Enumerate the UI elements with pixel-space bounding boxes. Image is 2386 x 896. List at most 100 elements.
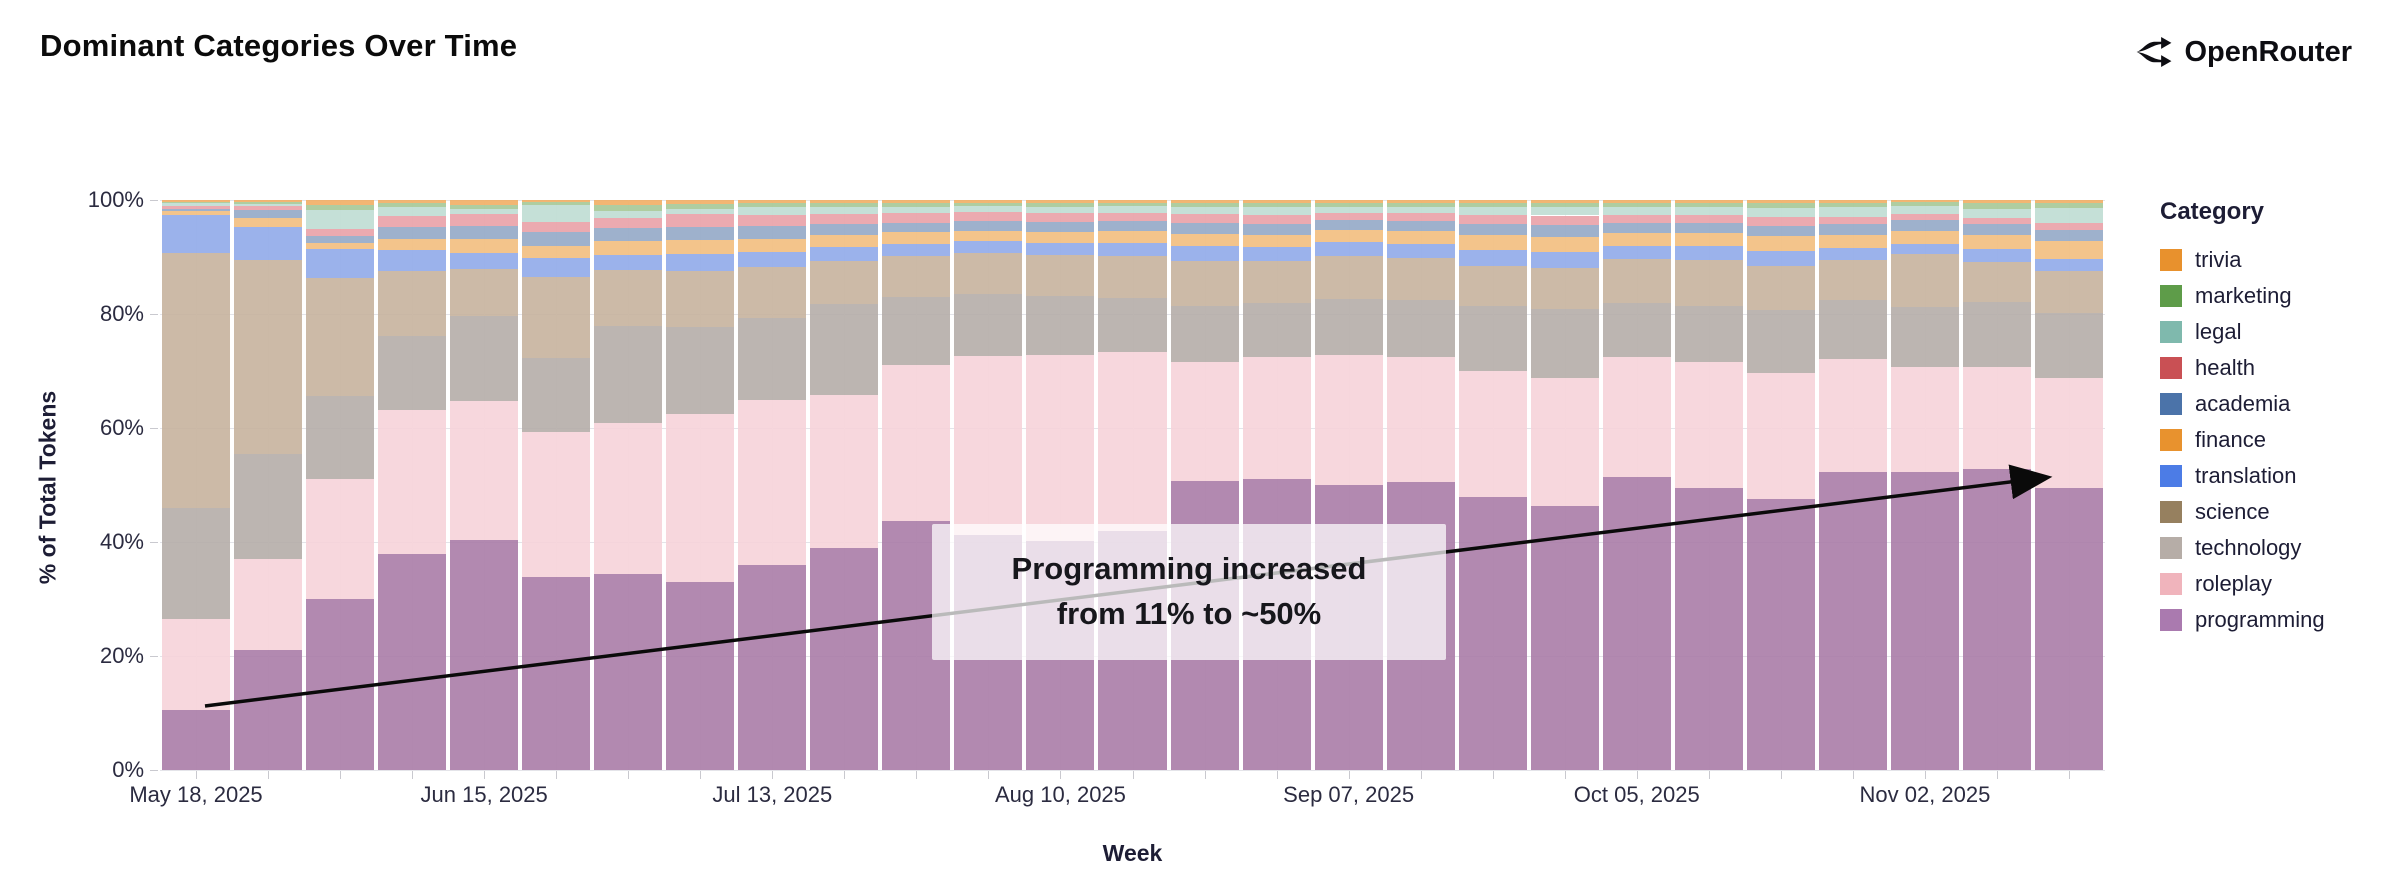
bar-segment-trivia-week-Oct-12-2025[interactable]	[1674, 200, 1743, 203]
bar-segment-translation-week-Aug-10-2025[interactable]	[1026, 242, 1095, 256]
bar-segment-academia-week-Aug-17-2025[interactable]	[1098, 221, 1167, 232]
bar-segment-legal-week-Oct-26-2025[interactable]	[1818, 206, 1887, 218]
bar-segment-marketing-week-Nov-09-2025[interactable]	[1962, 203, 2031, 209]
bar-segment-legal-week-Jul-06-2025[interactable]	[666, 208, 735, 215]
bar-segment-health-week-Jul-20-2025[interactable]	[810, 214, 879, 225]
bar-segment-technology-week-Oct-12-2025[interactable]	[1674, 306, 1743, 363]
bar-segment-technology-week-May-18-2025[interactable]	[162, 508, 231, 620]
bar-segment-marketing-week-Sep-21-2025[interactable]	[1458, 203, 1527, 208]
bar-segment-health-week-Jun-15-2025[interactable]	[450, 214, 519, 226]
bar-segment-marketing-week-Aug-03-2025[interactable]	[954, 202, 1023, 207]
bar-segment-marketing-week-Sep-07-2025[interactable]	[1314, 203, 1383, 208]
bar-segment-marketing-week-Jun-29-2025[interactable]	[594, 205, 663, 211]
bar-segment-marketing-week-May-18-2025[interactable]	[162, 201, 231, 204]
bar-segment-trivia-week-Jul-06-2025[interactable]	[666, 200, 735, 204]
bar-segment-translation-week-Sep-21-2025[interactable]	[1458, 250, 1527, 266]
bar-segment-marketing-week-Aug-31-2025[interactable]	[1242, 202, 1311, 208]
bar-segment-trivia-week-Nov-09-2025[interactable]	[1962, 200, 2031, 204]
bar-segment-health-week-Aug-10-2025[interactable]	[1026, 213, 1095, 223]
bar-segment-science-week-Nov-09-2025[interactable]	[1962, 261, 2031, 302]
bar-segment-marketing-week-Oct-19-2025[interactable]	[1746, 203, 1815, 208]
bar-segment-roleplay-week-Jul-20-2025[interactable]	[810, 394, 879, 549]
bar-segment-technology-week-Jul-20-2025[interactable]	[810, 304, 879, 395]
bar-segment-roleplay-week-Aug-03-2025[interactable]	[954, 356, 1023, 535]
bar-segment-roleplay-week-Nov-02-2025[interactable]	[1890, 366, 1959, 472]
bar-segment-finance-week-Aug-31-2025[interactable]	[1242, 234, 1311, 247]
bar-segment-marketing-week-Jun-22-2025[interactable]	[522, 202, 591, 206]
bar-segment-science-week-Jul-06-2025[interactable]	[666, 270, 735, 327]
bar-segment-programming-week-May-18-2025[interactable]	[162, 710, 231, 770]
bar-segment-technology-week-Jun-22-2025[interactable]	[522, 357, 591, 432]
bar-segment-translation-week-Jun-29-2025[interactable]	[594, 254, 663, 271]
bar-segment-science-week-Oct-12-2025[interactable]	[1674, 259, 1743, 307]
bar-segment-trivia-week-Jun-15-2025[interactable]	[450, 200, 519, 205]
bar-segment-health-week-Jun-08-2025[interactable]	[378, 215, 447, 227]
bar-segment-science-week-Aug-17-2025[interactable]	[1098, 255, 1167, 299]
bar-segment-technology-week-Jul-27-2025[interactable]	[882, 296, 951, 365]
bar-segment-roleplay-week-Aug-17-2025[interactable]	[1098, 352, 1167, 532]
bar-segment-legal-week-Jun-15-2025[interactable]	[450, 208, 519, 215]
bar-segment-finance-week-Jul-27-2025[interactable]	[882, 232, 951, 244]
bar-segment-academia-week-Sep-14-2025[interactable]	[1386, 220, 1455, 231]
bar-segment-programming-week-Jun-22-2025[interactable]	[522, 576, 591, 770]
bar-segment-roleplay-week-Jun-01-2025[interactable]	[306, 479, 375, 599]
bar-segment-translation-week-Jun-15-2025[interactable]	[450, 252, 519, 270]
legend-item-academia[interactable]: academia	[2160, 386, 2380, 422]
bar-segment-programming-week-Jun-29-2025[interactable]	[594, 573, 663, 770]
bar-segment-technology-week-Sep-07-2025[interactable]	[1314, 299, 1383, 356]
bar-segment-marketing-week-Jul-27-2025[interactable]	[882, 202, 951, 208]
bar-segment-translation-week-Sep-07-2025[interactable]	[1314, 242, 1383, 257]
bar-segment-technology-week-Oct-05-2025[interactable]	[1602, 302, 1671, 358]
bar-segment-translation-week-Nov-16-2025[interactable]	[2034, 259, 2103, 272]
bar-segment-marketing-week-Aug-24-2025[interactable]	[1170, 203, 1239, 208]
bar-segment-technology-week-Aug-10-2025[interactable]	[1026, 295, 1095, 356]
bar-segment-translation-week-Sep-14-2025[interactable]	[1386, 243, 1455, 258]
bar-segment-technology-week-Aug-31-2025[interactable]	[1242, 303, 1311, 357]
bar-segment-academia-week-Jul-20-2025[interactable]	[810, 224, 879, 236]
bar-segment-science-week-Oct-05-2025[interactable]	[1602, 258, 1671, 303]
bar-segment-technology-week-Nov-16-2025[interactable]	[2034, 312, 2103, 379]
bar-segment-programming-week-Oct-26-2025[interactable]	[1818, 471, 1887, 770]
bar-segment-science-week-Aug-10-2025[interactable]	[1026, 255, 1095, 296]
bar-segment-trivia-week-Nov-02-2025[interactable]	[1890, 200, 1959, 203]
bar-segment-translation-week-Nov-09-2025[interactable]	[1962, 249, 2031, 262]
bar-segment-academia-week-Jun-01-2025[interactable]	[306, 235, 375, 244]
bar-segment-academia-week-Jul-27-2025[interactable]	[882, 222, 951, 233]
bar-segment-science-week-Oct-19-2025[interactable]	[1746, 265, 1815, 311]
legend-item-translation[interactable]: translation	[2160, 458, 2380, 494]
bar-segment-translation-week-Oct-26-2025[interactable]	[1818, 248, 1887, 260]
bar-segment-health-week-Oct-19-2025[interactable]	[1746, 217, 1815, 226]
bar-segment-academia-week-May-18-2025[interactable]	[162, 208, 231, 212]
bar-segment-academia-week-Jun-08-2025[interactable]	[378, 226, 447, 239]
bar-segment-trivia-week-Sep-21-2025[interactable]	[1458, 200, 1527, 204]
bar-segment-roleplay-week-Aug-31-2025[interactable]	[1242, 356, 1311, 479]
bar-segment-technology-week-May-25-2025[interactable]	[234, 453, 303, 560]
bar-segment-technology-week-Jul-13-2025[interactable]	[738, 318, 807, 400]
bar-segment-legal-week-May-25-2025[interactable]	[234, 204, 303, 207]
bar-segment-roleplay-week-Jun-15-2025[interactable]	[450, 401, 519, 541]
bar-segment-translation-week-Aug-17-2025[interactable]	[1098, 242, 1167, 256]
bar-segment-legal-week-Sep-28-2025[interactable]	[1530, 207, 1599, 216]
legend-item-programming[interactable]: programming	[2160, 602, 2380, 638]
bar-segment-programming-week-Nov-16-2025[interactable]	[2034, 488, 2103, 770]
bar-segment-technology-week-Aug-24-2025[interactable]	[1170, 305, 1239, 363]
bar-segment-finance-week-Aug-10-2025[interactable]	[1026, 232, 1095, 243]
bar-segment-translation-week-Jun-22-2025[interactable]	[522, 258, 591, 278]
bar-segment-programming-week-May-25-2025[interactable]	[234, 650, 303, 770]
bar-segment-academia-week-Sep-07-2025[interactable]	[1314, 219, 1383, 230]
bar-segment-legal-week-Nov-02-2025[interactable]	[1890, 205, 1959, 215]
bar-segment-trivia-week-Aug-31-2025[interactable]	[1242, 200, 1311, 203]
bar-segment-translation-week-Aug-03-2025[interactable]	[954, 240, 1023, 254]
bar-segment-legal-week-Jun-22-2025[interactable]	[522, 205, 591, 222]
bar-segment-finance-week-Oct-19-2025[interactable]	[1746, 236, 1815, 251]
bar-segment-marketing-week-Jul-13-2025[interactable]	[738, 202, 807, 208]
bar-segment-technology-week-Jun-01-2025[interactable]	[306, 396, 375, 480]
bar-segment-academia-week-Aug-03-2025[interactable]	[954, 220, 1023, 231]
bar-segment-science-week-May-18-2025[interactable]	[162, 253, 231, 509]
bar-segment-finance-week-Oct-05-2025[interactable]	[1602, 233, 1671, 246]
bar-segment-roleplay-week-Oct-19-2025[interactable]	[1746, 372, 1815, 500]
bar-segment-marketing-week-Nov-16-2025[interactable]	[2034, 203, 2103, 208]
bar-segment-marketing-week-Oct-26-2025[interactable]	[1818, 202, 1887, 207]
bar-segment-trivia-week-Jun-22-2025[interactable]	[522, 200, 591, 203]
bar-segment-finance-week-May-18-2025[interactable]	[162, 211, 231, 216]
